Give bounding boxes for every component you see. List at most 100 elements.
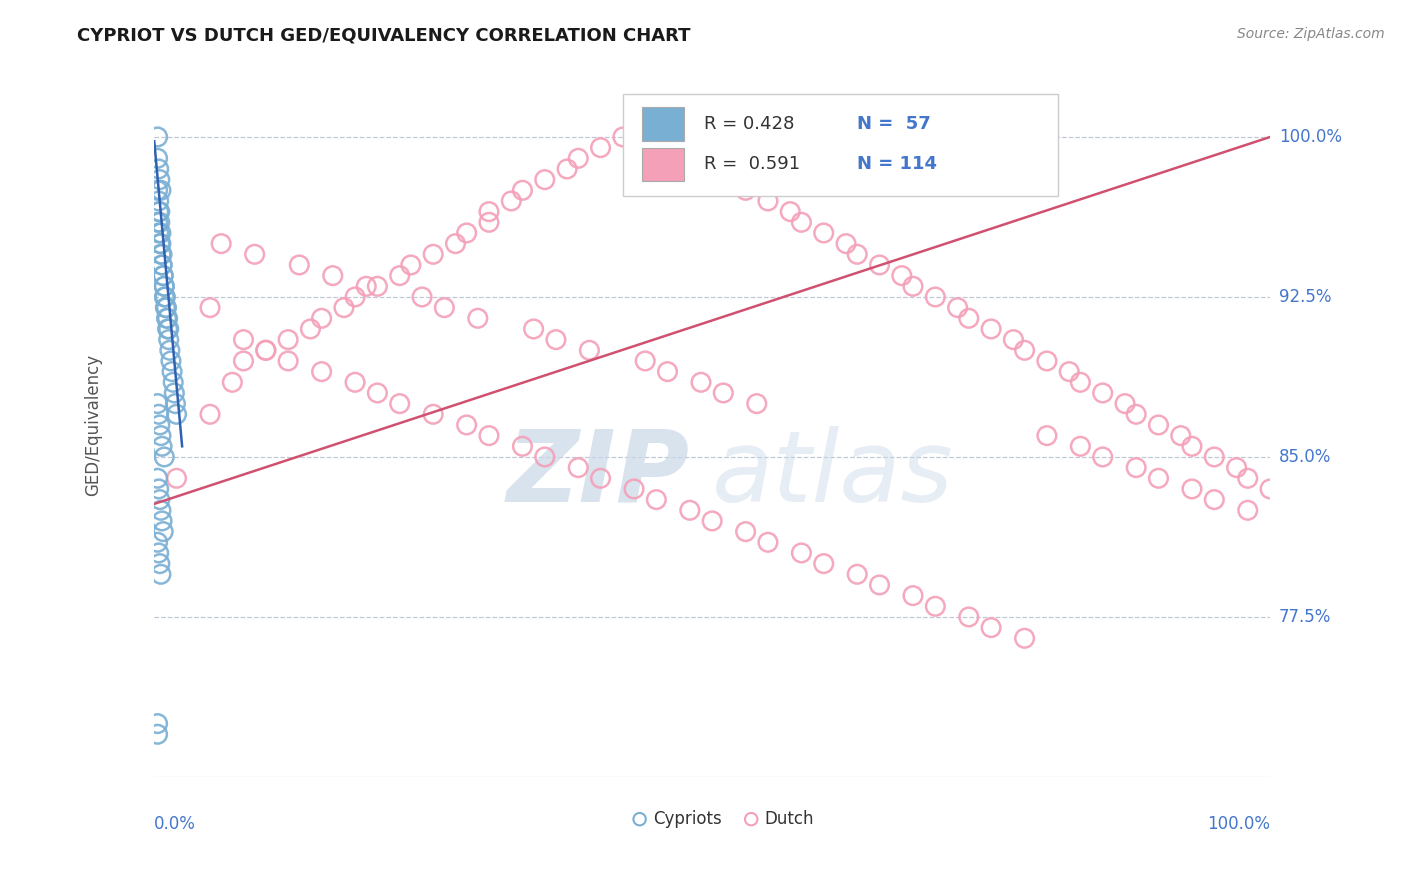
Point — [567, 151, 589, 165]
Point — [149, 172, 172, 186]
Point — [149, 417, 172, 432]
Point — [149, 557, 172, 571]
Point — [567, 460, 589, 475]
Point — [156, 311, 179, 326]
Point — [148, 226, 170, 240]
Point — [148, 161, 170, 176]
Point — [456, 417, 478, 432]
Point — [166, 471, 188, 485]
Point — [679, 151, 702, 165]
Point — [1147, 471, 1170, 485]
Point — [711, 386, 734, 401]
Point — [299, 322, 322, 336]
Text: CYPRIOT VS DUTCH GED/EQUIVALENCY CORRELATION CHART: CYPRIOT VS DUTCH GED/EQUIVALENCY CORRELA… — [77, 27, 690, 45]
Point — [148, 407, 170, 421]
FancyBboxPatch shape — [623, 94, 1059, 196]
Point — [846, 567, 869, 582]
Point — [1091, 450, 1114, 464]
Text: Source: ZipAtlas.com: Source: ZipAtlas.com — [1237, 27, 1385, 41]
Point — [623, 482, 645, 496]
Point — [148, 546, 170, 560]
Point — [149, 236, 172, 251]
Point — [478, 428, 501, 442]
Point — [344, 376, 367, 390]
Point — [901, 589, 924, 603]
Point — [155, 290, 177, 304]
Point — [166, 407, 188, 421]
Point — [311, 365, 333, 379]
Point — [160, 354, 183, 368]
Point — [869, 258, 891, 272]
Point — [149, 236, 172, 251]
FancyBboxPatch shape — [643, 147, 685, 181]
Point — [311, 311, 333, 326]
Text: atlas: atlas — [713, 425, 953, 523]
Text: N = 114: N = 114 — [858, 155, 938, 174]
Text: 100.0%: 100.0% — [1208, 815, 1270, 833]
Point — [198, 407, 221, 421]
Point — [243, 247, 266, 261]
Point — [422, 407, 444, 421]
Point — [1014, 343, 1036, 358]
Point — [149, 492, 172, 507]
Point — [723, 172, 745, 186]
Point — [756, 535, 779, 549]
Point — [1014, 632, 1036, 646]
Point — [846, 247, 869, 261]
Point — [148, 194, 170, 208]
Point — [679, 503, 702, 517]
Point — [668, 141, 690, 155]
Point — [165, 396, 187, 410]
Point — [756, 194, 779, 208]
Point — [149, 204, 172, 219]
Point — [790, 215, 813, 229]
Point — [232, 333, 254, 347]
Point — [813, 226, 835, 240]
Point — [150, 439, 173, 453]
Point — [924, 599, 946, 614]
Point — [146, 130, 169, 145]
Point — [288, 258, 311, 272]
Point — [734, 524, 756, 539]
Point — [444, 236, 467, 251]
Point — [645, 492, 668, 507]
Text: R = 0.428: R = 0.428 — [704, 115, 794, 134]
Point — [589, 141, 612, 155]
Point — [333, 301, 356, 315]
Point — [578, 343, 600, 358]
Point — [354, 279, 377, 293]
Point — [150, 247, 173, 261]
Point — [366, 279, 388, 293]
Point — [146, 183, 169, 197]
Point — [146, 535, 169, 549]
Point — [1069, 376, 1091, 390]
Point — [149, 428, 172, 442]
Point — [221, 376, 243, 390]
Point — [146, 716, 169, 731]
Point — [388, 268, 411, 283]
Point — [149, 183, 172, 197]
Point — [160, 365, 183, 379]
Point — [478, 215, 501, 229]
Point — [232, 354, 254, 368]
Point — [254, 343, 277, 358]
Point — [366, 386, 388, 401]
Point — [835, 236, 858, 251]
Point — [1258, 482, 1281, 496]
Point — [152, 268, 174, 283]
Point — [433, 301, 456, 315]
Point — [1147, 417, 1170, 432]
Point — [533, 172, 555, 186]
Point — [146, 727, 169, 741]
Point — [153, 450, 176, 464]
Point — [148, 482, 170, 496]
Point — [745, 396, 768, 410]
Point — [157, 333, 180, 347]
Point — [1125, 407, 1147, 421]
Point — [702, 514, 724, 528]
Point — [149, 226, 172, 240]
Point — [589, 471, 612, 485]
Point — [1236, 503, 1258, 517]
FancyBboxPatch shape — [643, 107, 685, 141]
Point — [790, 546, 813, 560]
